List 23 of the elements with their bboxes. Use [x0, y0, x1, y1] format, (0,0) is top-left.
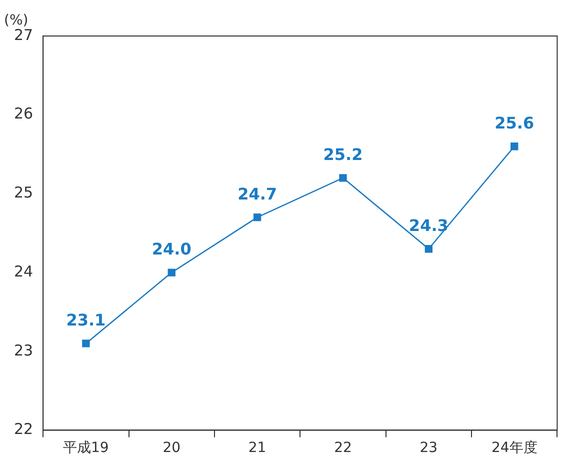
x-tick-label: 平成19	[63, 440, 109, 456]
x-tick-label: 23	[420, 440, 438, 456]
y-tick-label: 24	[14, 262, 34, 280]
y-tick-label: 23	[14, 341, 34, 360]
data-label: 24.0	[152, 240, 192, 259]
y-tick-label: 25	[14, 184, 34, 202]
data-label: 24.7	[238, 184, 278, 204]
x-tick-label: 20	[162, 440, 181, 456]
data-label: 24.3	[408, 216, 448, 236]
point	[510, 142, 518, 150]
data-label: 23.1	[66, 310, 106, 330]
y-tick-label: 22	[14, 420, 34, 438]
x-tick-label: 21	[248, 440, 266, 456]
point	[82, 340, 90, 348]
data-label: 25.6	[494, 114, 534, 133]
x-tick-label: 24年度	[491, 440, 538, 456]
point	[339, 174, 347, 182]
point	[168, 268, 176, 276]
point	[253, 214, 262, 222]
data-label: 25.2	[323, 145, 363, 164]
point	[424, 245, 433, 253]
x-tick-label: 22	[334, 440, 352, 456]
y-tick-label: 26	[14, 104, 34, 123]
